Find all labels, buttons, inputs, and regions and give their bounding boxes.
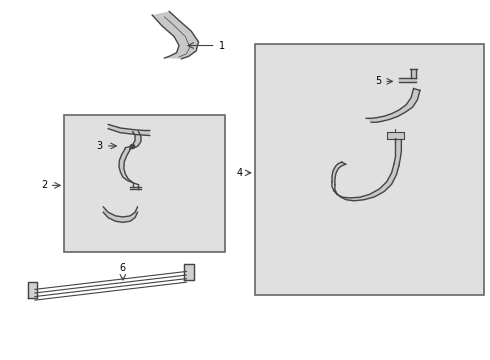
Text: 1: 1 bbox=[219, 41, 225, 50]
Text: 4: 4 bbox=[237, 168, 243, 178]
FancyBboxPatch shape bbox=[387, 132, 404, 139]
Polygon shape bbox=[394, 139, 401, 166]
Polygon shape bbox=[332, 162, 345, 185]
Text: 6: 6 bbox=[120, 262, 126, 273]
Polygon shape bbox=[366, 89, 420, 122]
Polygon shape bbox=[27, 282, 37, 298]
Text: 5: 5 bbox=[375, 76, 382, 86]
Text: 3: 3 bbox=[96, 141, 102, 151]
Polygon shape bbox=[152, 12, 198, 59]
Text: 2: 2 bbox=[41, 180, 47, 190]
Polygon shape bbox=[184, 264, 194, 280]
Polygon shape bbox=[103, 207, 138, 222]
FancyBboxPatch shape bbox=[255, 44, 485, 295]
Polygon shape bbox=[119, 148, 139, 185]
Polygon shape bbox=[334, 164, 399, 201]
FancyBboxPatch shape bbox=[64, 116, 225, 252]
Polygon shape bbox=[108, 125, 150, 135]
Polygon shape bbox=[125, 132, 141, 149]
